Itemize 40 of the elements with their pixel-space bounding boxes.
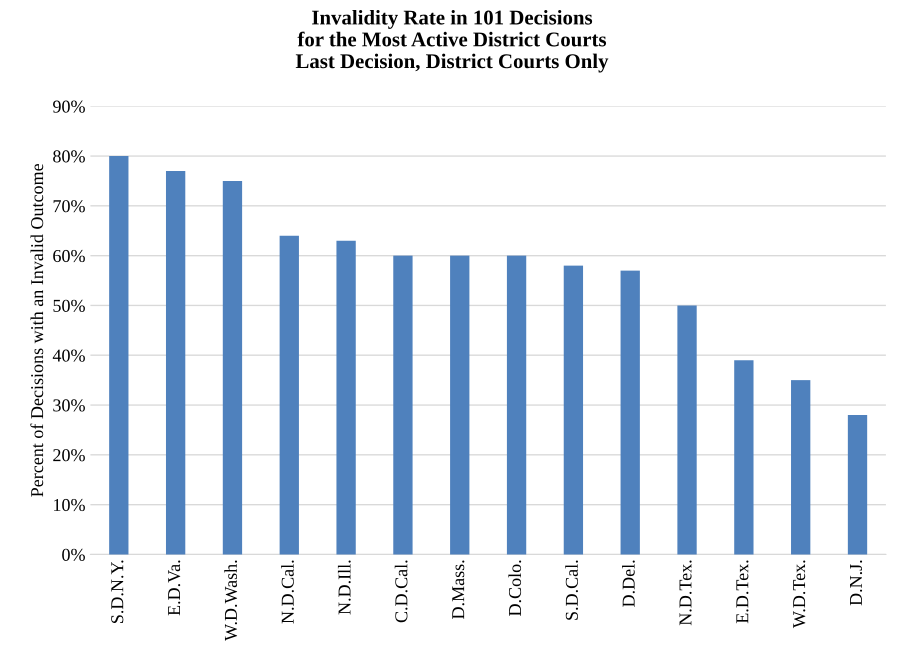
y-tick-label: 0% [62,548,85,561]
bar [222,180,242,554]
y-tick-label: 30% [53,399,85,412]
x-tick-label: W.D.Wash. [224,560,238,641]
x-tick-label: D.Colo. [508,560,522,616]
bar [280,236,299,554]
y-tick-label: 10% [54,498,85,512]
y-tick-label: 60% [53,250,85,262]
y-tick-label: 20% [53,449,85,462]
bar [109,156,128,554]
bar [791,380,810,554]
x-tick-label: S.D.N.Y. [111,560,124,623]
y-tick-label: 70% [54,200,85,212]
y-axis-title: Percent of Decisions with an Invalid Outcome [30,164,44,497]
y-tick-label: 50% [53,300,85,312]
y-tick-label: 40% [52,349,85,362]
x-tick-label: N.D.Cal. [281,560,294,624]
x-tick-label: D.Mass. [452,560,464,619]
bar [450,256,470,554]
x-tick-label: E.D.Tex. [736,560,748,624]
x-tick-label: S.D.Cal. [565,560,578,620]
bar [336,240,356,554]
x-tick-label: N.D.Ill. [338,560,351,614]
bar [393,256,413,554]
x-tick-label: N.D.Tex. [680,560,692,626]
x-tick-label: W.D.Tex. [793,560,806,628]
bar [564,266,584,554]
chart-title: Invalidity Rate in 101 Decisions for the Most Active District Courts Last Decision, District Courts Only [296,10,608,73]
bar [166,170,186,554]
x-tick-label: C.D.Cal. [394,560,408,622]
bar [848,415,868,554]
x-tick-label: D.N.J. [850,560,862,606]
bar [620,270,640,554]
x-tick-label: D.Del. [622,560,635,607]
bar [677,305,697,554]
bar [506,256,526,554]
bar [734,360,754,554]
y-tick-label: 80% [53,150,85,163]
y-tick-label: 90% [53,100,85,113]
x-tick-label: E.D.Va. [168,560,180,616]
